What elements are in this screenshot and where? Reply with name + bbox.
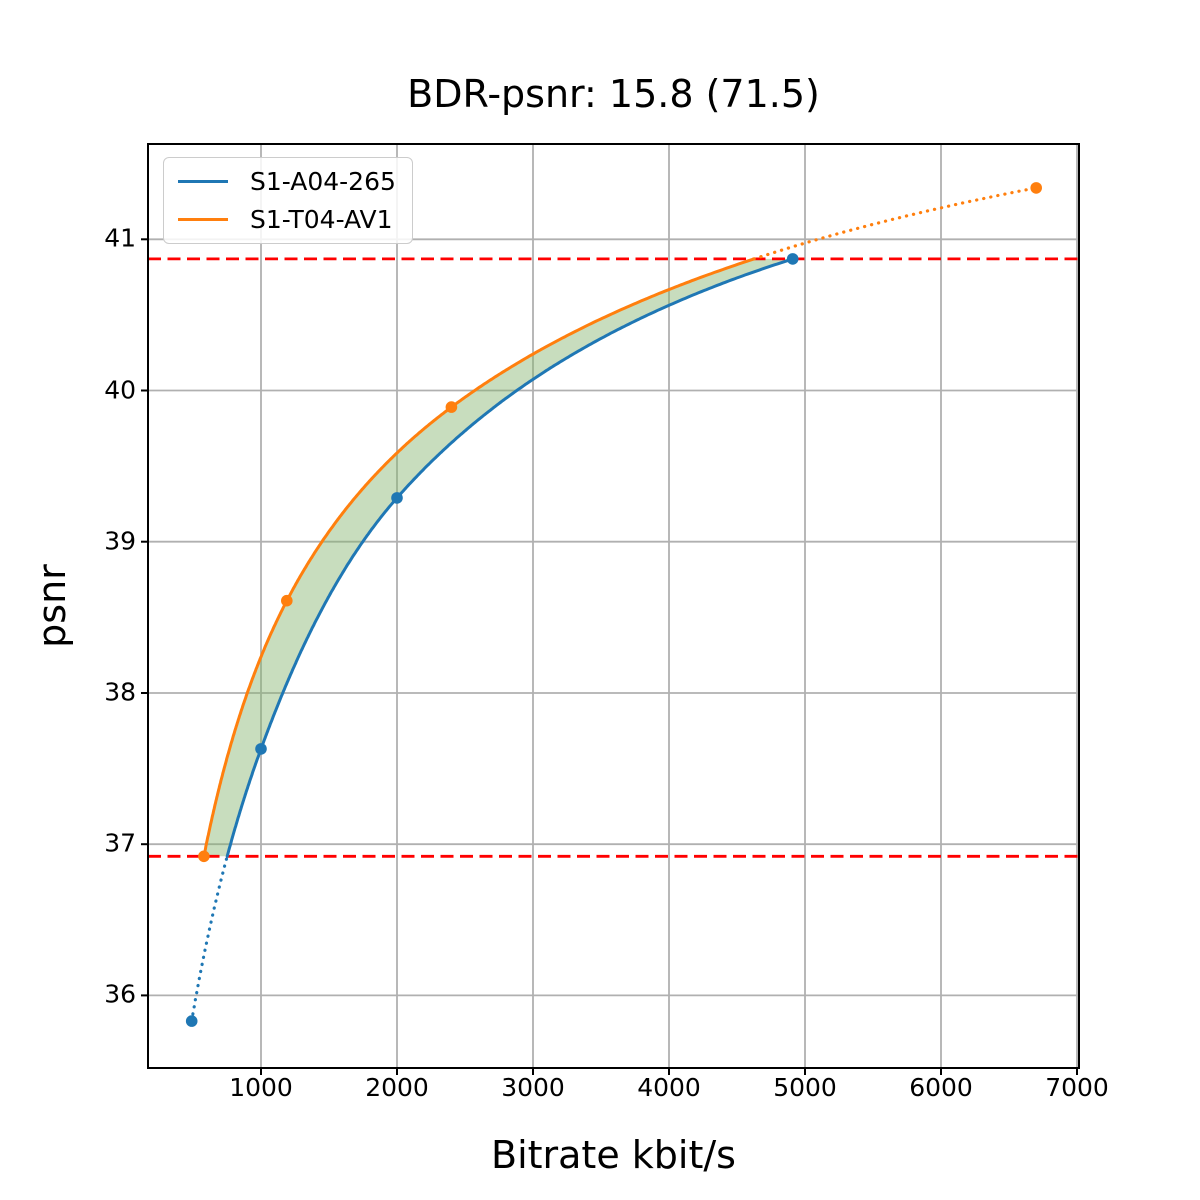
data-point-s1-t04-av1 — [445, 401, 458, 413]
series-s1-t04-av1-curve — [202, 257, 756, 858]
legend: S1-A04-265 S1-T04-AV1 — [163, 157, 413, 244]
axes-spines — [147, 143, 1080, 1069]
y-tick-label: 38 — [104, 677, 136, 707]
x-tick-label: 3000 — [501, 1073, 565, 1102]
legend-label: S1-A04-265 — [250, 167, 396, 196]
y-tick-label: 41 — [104, 223, 136, 253]
x-tick-label: 1000 — [229, 1073, 293, 1102]
y-tick-label: 37 — [104, 828, 136, 858]
data-point-s1-t04-av1 — [281, 594, 293, 607]
series-s1-a04-265-curve — [225, 257, 795, 858]
data-point-s1-a04-265 — [185, 1015, 198, 1027]
x-tick-label: 7000 — [1045, 1073, 1109, 1102]
legend-entry-s1-t04-av1: S1-T04-AV1 — [178, 204, 396, 234]
x-tick-label: 6000 — [909, 1073, 973, 1102]
data-point-s1-a04-265 — [786, 253, 799, 265]
x-tick-label: 5000 — [773, 1073, 837, 1102]
data-point-s1-a04-265 — [255, 743, 267, 755]
legend-entry-s1-a04-265: S1-A04-265 — [178, 168, 396, 196]
x-axis-label: Bitrate kbit/s — [491, 1133, 736, 1177]
data-point-s1-a04-265 — [391, 492, 403, 504]
series-s1-a04-265-dotted — [190, 854, 229, 1023]
legend-line-icon — [178, 180, 228, 184]
y-tick-label: 39 — [104, 526, 136, 556]
overlap-fill-region — [203, 258, 793, 857]
series-s1-t04-av1-dotted — [752, 186, 1038, 261]
y-tick-label: 36 — [104, 980, 136, 1010]
x-tick-label: 4000 — [637, 1073, 701, 1102]
data-point-s1-t04-av1 — [1030, 182, 1042, 194]
chart-title: BDR-psnr: 15.8 (71.5) — [407, 72, 820, 116]
legend-label: S1-T04-AV1 — [250, 204, 393, 234]
y-tick-label: 40 — [104, 375, 136, 405]
x-tick-label: 2000 — [365, 1073, 429, 1102]
data-point-s1-t04-av1 — [198, 850, 210, 863]
legend-line-icon — [178, 217, 228, 221]
